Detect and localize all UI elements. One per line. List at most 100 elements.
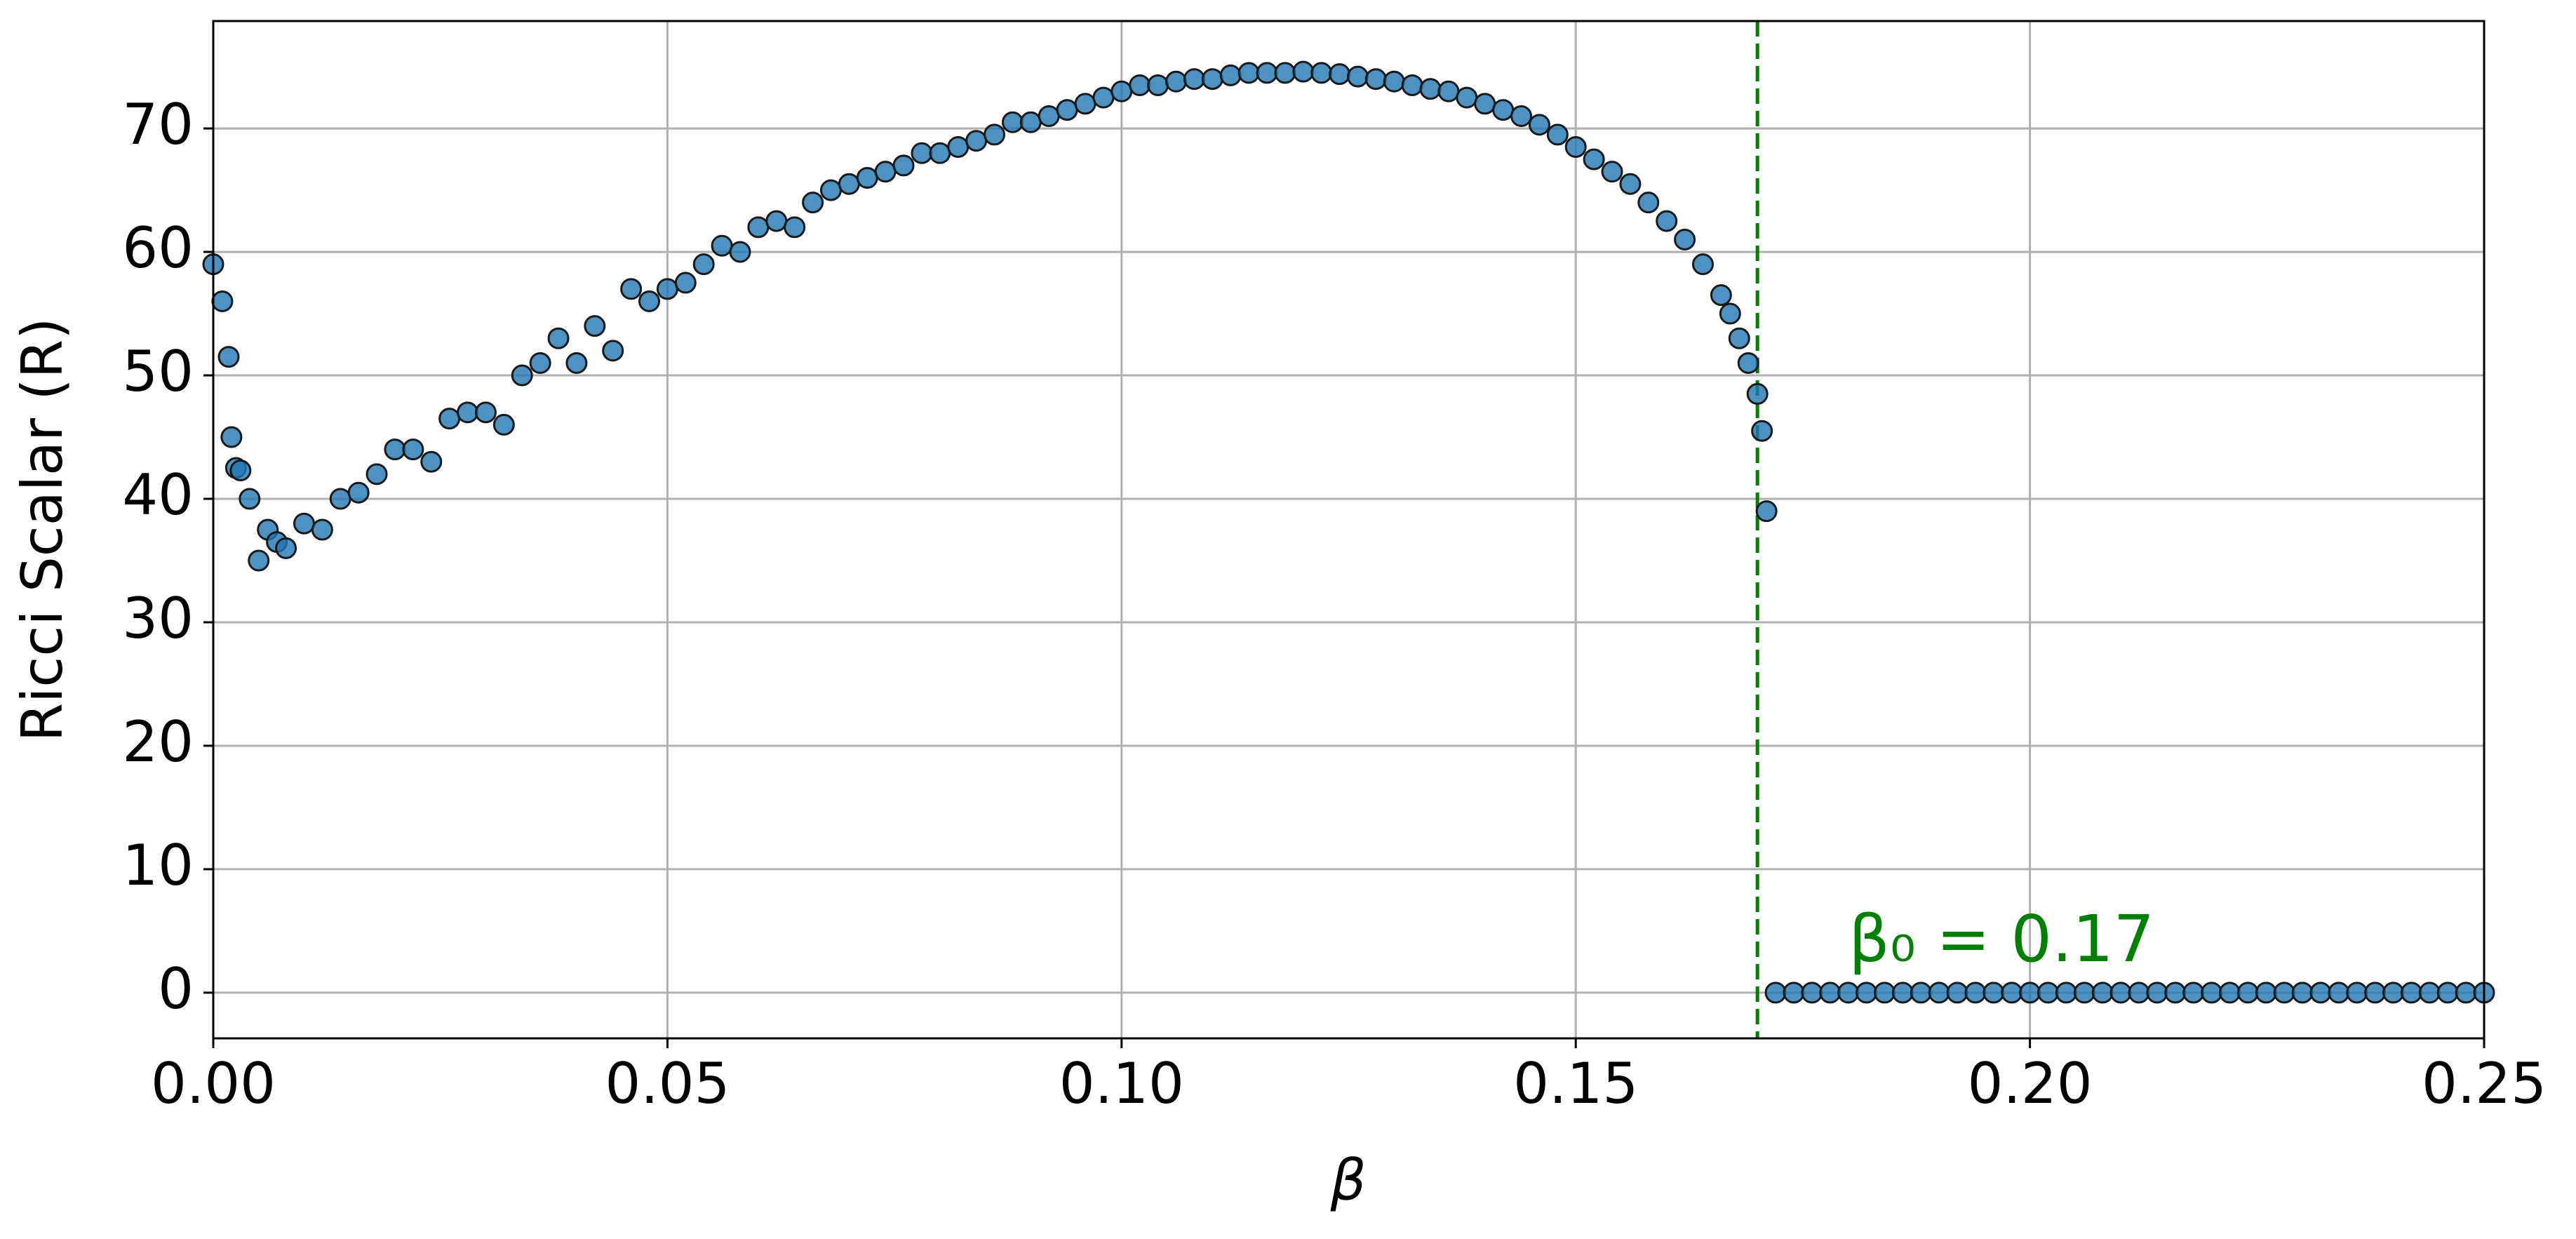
data-point: [784, 216, 806, 239]
data-point: [1728, 327, 1750, 349]
data-point: [1719, 302, 1741, 325]
data-point: [1656, 210, 1678, 232]
data-point: [1619, 173, 1642, 195]
x-tick-label: 0.00: [151, 1051, 276, 1116]
data-point: [1456, 86, 1478, 109]
x-tick-label: 0.20: [1968, 1051, 2093, 1116]
data-point: [1274, 62, 1296, 84]
data-point: [729, 241, 751, 263]
data-point: [620, 278, 643, 300]
data-point: [311, 518, 333, 541]
data-point: [420, 450, 443, 473]
data-point: [529, 351, 551, 374]
data-point: [384, 438, 406, 461]
data-point: [1873, 982, 1896, 1004]
data-point: [2309, 982, 2332, 1004]
data-point: [1364, 68, 1387, 91]
data-point: [1964, 982, 1987, 1004]
data-point: [2218, 982, 2241, 1004]
data-point: [1691, 253, 1714, 276]
data-point: [2236, 982, 2259, 1004]
data-point: [1910, 982, 1932, 1004]
data-point: [1583, 148, 1605, 170]
data-point: [1546, 123, 1569, 146]
data-point: [1147, 74, 1169, 97]
data-point: [248, 549, 270, 572]
data-point: [965, 130, 988, 152]
data-point: [2128, 982, 2150, 1004]
threshold-annotation: β₀ = 0.17: [1849, 902, 2154, 977]
data-point: [2182, 982, 2205, 1004]
data-point: [2164, 982, 2187, 1004]
data-point: [2455, 982, 2477, 1004]
data-point: [765, 210, 788, 232]
data-point: [602, 340, 624, 362]
x-tick-label: 0.25: [2422, 1051, 2547, 1116]
data-point: [1092, 86, 1115, 109]
data-point: [911, 142, 933, 164]
data-point: [211, 290, 234, 312]
data-point: [365, 463, 388, 485]
data-point: [1856, 982, 1878, 1004]
data-point: [1528, 114, 1550, 136]
plot-frame: [212, 20, 2486, 1040]
data-point: [2019, 982, 2041, 1004]
data-point: [1510, 105, 1533, 127]
data-point: [838, 173, 860, 195]
data-point: [1837, 982, 1860, 1004]
data-point: [1038, 105, 1060, 127]
data-point: [1201, 68, 1223, 91]
data-point: [711, 234, 733, 257]
data-point: [402, 438, 424, 461]
data-point: [1928, 982, 1950, 1004]
x-tick-label: 0.15: [1513, 1051, 1638, 1116]
data-point: [1801, 982, 1823, 1004]
data-point: [584, 315, 606, 337]
data-point: [239, 488, 261, 510]
data-point: [1710, 284, 1732, 307]
data-point: [275, 537, 297, 559]
x-tick-label: 0.10: [1059, 1051, 1184, 1116]
data-point: [2001, 982, 2023, 1004]
data-point: [1674, 228, 1696, 250]
data-point: [1111, 80, 1133, 102]
data-point: [929, 142, 951, 164]
data-point: [2328, 982, 2350, 1004]
y-axis-label: Ricci Scalar (R): [10, 318, 75, 742]
data-point: [1891, 982, 1914, 1004]
data-point: [1183, 68, 1205, 91]
y-tick-label: 60: [122, 215, 194, 281]
data-point: [1764, 982, 1787, 1004]
data-point: [819, 179, 842, 201]
data-point: [1256, 62, 1278, 84]
data-point: [1564, 135, 1587, 158]
data-point: [2055, 982, 2077, 1004]
data-point: [1310, 62, 1333, 84]
y-tick-label: 10: [122, 833, 194, 898]
data-point: [1329, 63, 1351, 86]
data-point: [1492, 99, 1515, 121]
data-point: [856, 166, 878, 189]
data-point: [1292, 60, 1315, 83]
data-point: [1383, 70, 1405, 93]
y-tick-label: 20: [122, 709, 194, 775]
data-point: [438, 408, 461, 430]
data-point: [229, 460, 252, 482]
data-point: [1946, 982, 1968, 1004]
data-point: [492, 413, 515, 436]
data-point: [2291, 982, 2314, 1004]
data-point: [984, 123, 1006, 146]
data-point: [1819, 982, 1842, 1004]
data-point: [2201, 982, 2223, 1004]
data-point: [2400, 982, 2422, 1004]
data-point: [1074, 93, 1096, 115]
data-point: [674, 272, 697, 294]
data-point: [1737, 351, 1759, 374]
data-point: [2146, 982, 2168, 1004]
data-point: [1165, 70, 1187, 93]
data-point: [1346, 65, 1369, 88]
data-point: [1001, 111, 1024, 133]
data-point: [892, 154, 915, 177]
y-tick-label: 0: [158, 956, 194, 1022]
